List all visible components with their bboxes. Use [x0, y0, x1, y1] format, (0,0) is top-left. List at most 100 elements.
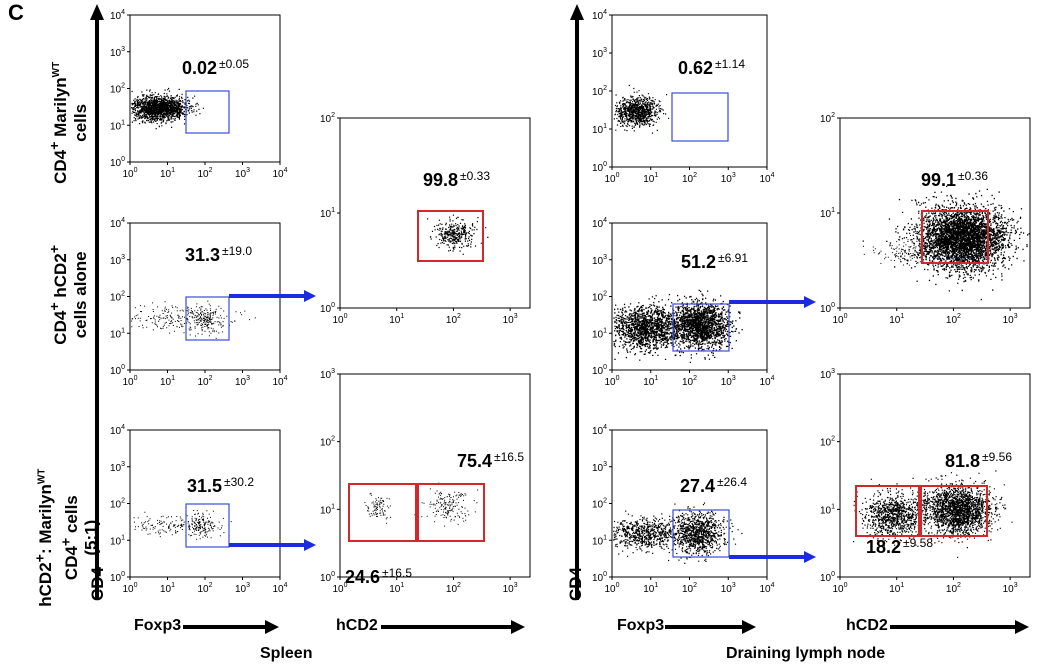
x-tick-label: 101 — [389, 313, 404, 326]
arrow-spleen-r3 — [229, 539, 316, 551]
event-cloud — [414, 482, 479, 527]
y-tick-label: 100 — [592, 161, 607, 174]
x-tick-label: 104 — [272, 582, 287, 595]
x-tick-label: 101 — [160, 167, 175, 180]
y-tick-label: 101 — [592, 534, 607, 547]
gate-red — [417, 210, 484, 262]
gate-blue — [671, 92, 729, 142]
y-tick-label: 101 — [820, 207, 835, 220]
footer-spleen: Spleen — [260, 645, 313, 662]
x-tick-label: 102 — [446, 313, 461, 326]
gate-red — [920, 485, 988, 537]
gate-blue — [185, 296, 230, 341]
x-tick-label: 103 — [721, 375, 736, 388]
event-cloud — [613, 84, 670, 134]
x-tick-label: 101 — [643, 172, 658, 185]
cd4-axis-right — [570, 4, 584, 600]
y-tick-label: 100 — [320, 302, 335, 315]
y-tick-label: 103 — [592, 47, 607, 60]
y-tick-label: 104 — [110, 9, 125, 22]
x-tick-label: 101 — [389, 582, 404, 595]
y-tick-label: 103 — [820, 368, 835, 381]
x-tick-label: 102 — [682, 375, 697, 388]
plot-ln-foxp3-r1: 100 101 102 103 104 100 101 102 103 104 — [592, 9, 775, 185]
x-tick-label: 103 — [1003, 313, 1018, 326]
event-cloud — [902, 470, 1013, 558]
x-tick-label: 100 — [332, 582, 347, 595]
x-tick-label: 101 — [160, 582, 175, 595]
x-tick-label: 101 — [643, 375, 658, 388]
y-tick-label: 102 — [320, 112, 335, 125]
gate-value: 99.1 ±0.36 — [921, 169, 988, 190]
gate-value: 99.8 ±0.33 — [423, 169, 490, 190]
event-cloud — [133, 511, 232, 539]
gate-value: 0.02 ±0.05 — [182, 57, 249, 78]
y-tick-label: 100 — [592, 571, 607, 584]
plot-ln-foxp3-r2: 100 101 102 103 104 100 101 102 103 104 — [592, 217, 775, 388]
y-tick-label: 104 — [592, 424, 607, 437]
y-tick-label: 103 — [320, 368, 335, 381]
arrow-ln-r3 — [729, 551, 816, 563]
y-tick-label: 104 — [592, 9, 607, 22]
x-tick-label: 103 — [235, 375, 250, 388]
gate-value: 27.4 ±26.4 — [680, 475, 747, 496]
arrow-spleen-r2 — [229, 290, 316, 302]
y-tick-label: 103 — [110, 461, 125, 474]
x-tick-label: 100 — [122, 375, 137, 388]
gate-value: 31.3 ±19.0 — [185, 244, 252, 265]
x-tick-label: 100 — [832, 313, 847, 326]
event-cloud — [427, 214, 489, 255]
x-tick-label: 102 — [197, 375, 212, 388]
x-tick-label: 103 — [235, 582, 250, 595]
x-tick-label: 103 — [1003, 582, 1018, 595]
x-tick-label: 102 — [682, 172, 697, 185]
event-cloud — [654, 289, 743, 363]
x-title-hcd2-left: hCD2 — [336, 617, 378, 634]
y-tick-label: 102 — [592, 85, 607, 98]
y-tick-label: 102 — [820, 436, 835, 449]
x-tick-label: 104 — [272, 167, 287, 180]
gate-value: 51.2 ±6.91 — [681, 251, 748, 272]
y-tick-label: 101 — [110, 534, 125, 547]
y-tick-label: 100 — [820, 571, 835, 584]
y-tick-label: 104 — [110, 424, 125, 437]
gate-value: 0.62 ±1.14 — [678, 57, 745, 78]
event-cloud — [613, 510, 706, 557]
event-cloud — [180, 510, 220, 540]
x-tick-label: 104 — [759, 375, 774, 388]
gate-value: 75.4 ±16.5 — [457, 450, 524, 471]
y-tick-label: 101 — [592, 123, 607, 136]
gate-blue — [185, 90, 230, 134]
gate-blue — [672, 509, 730, 558]
plot-spleen-foxp3-r1: 100 101 102 103 104 100 101 102 103 104 — [110, 9, 288, 180]
y-tick-label: 101 — [110, 327, 125, 340]
x-tick-label: 103 — [503, 313, 518, 326]
event-cloud — [853, 477, 935, 547]
x-tick-label: 102 — [446, 582, 461, 595]
gate-red — [855, 485, 920, 537]
plot-ln-hcd2-r3: 100 101 102 103 100 101 102 103 — [820, 368, 1031, 595]
x-title-foxp3-left: Foxp3 — [134, 617, 182, 634]
y-tick-label: 100 — [320, 571, 335, 584]
hcd2-axis-right — [890, 620, 1029, 634]
plot-spleen-hcd2-r2: 100 101 102 103 100 101 102 — [320, 112, 531, 326]
gate-value: 81.8 ±9.56 — [945, 450, 1012, 471]
y-tick-label: 100 — [110, 156, 125, 169]
x-tick-label: 104 — [759, 582, 774, 595]
y-tick-label: 104 — [592, 217, 607, 230]
x-tick-label: 101 — [889, 582, 904, 595]
gate-red — [417, 483, 485, 542]
y-tick-label: 102 — [110, 291, 125, 304]
gate-red — [921, 210, 989, 264]
plot-spleen-hcd2-r3: 100 101 102 103 100 101 102 103 — [320, 368, 531, 595]
footer-lymph-node: Draining lymph node — [726, 645, 886, 662]
y-tick-label: 100 — [820, 302, 835, 315]
x-tick-label: 100 — [604, 375, 619, 388]
x-tick-label: 100 — [832, 582, 847, 595]
x-tick-label: 101 — [160, 375, 175, 388]
y-tick-label: 101 — [320, 207, 335, 220]
gate-blue — [185, 503, 230, 548]
y-tick-label: 102 — [592, 291, 607, 304]
event-cloud — [862, 185, 1030, 301]
